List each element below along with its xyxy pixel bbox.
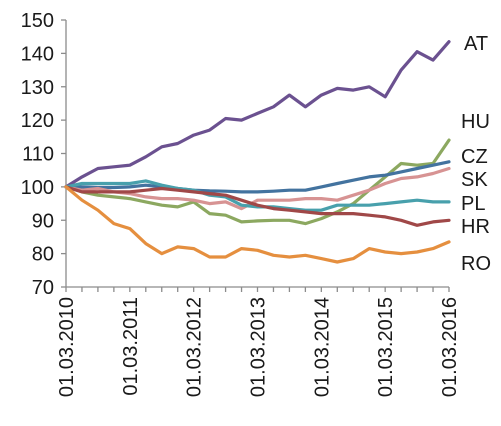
chart-series <box>64 40 451 264</box>
y-tick-label: 120 <box>21 110 54 132</box>
y-tick-label: 80 <box>32 244 54 266</box>
y-tick-label: 70 <box>32 277 54 299</box>
series-line-at <box>64 40 451 189</box>
y-tick-label: 110 <box>22 144 54 166</box>
y-tick-label: 140 <box>21 43 54 65</box>
x-tick-label: 01.03.2012 <box>184 297 206 397</box>
x-tick-label: 01.03.2016 <box>439 297 461 397</box>
y-tick-label: 100 <box>21 177 54 199</box>
series-label-hr: HR <box>461 216 490 238</box>
x-tick-label: 01.03.2010 <box>56 297 78 397</box>
x-tick-label: 01.03.2013 <box>248 297 270 397</box>
x-tick-label: 01.03.2014 <box>311 297 333 397</box>
series-label-ro: RO <box>461 253 491 275</box>
series-line-hu <box>64 138 451 226</box>
chart-axes: 70 80 90 100 110 120 130 140 150 01.03.2010 01.03.… <box>21 10 461 397</box>
series-label-sk: SK <box>461 169 488 191</box>
series-label-cz: CZ <box>461 146 488 168</box>
x-tick-label: 01.03.2015 <box>375 297 397 397</box>
y-tick-label: 90 <box>32 210 54 232</box>
y-tick-label: 150 <box>21 10 54 32</box>
series-line-sk <box>64 166 451 211</box>
series-line-cz <box>64 160 451 194</box>
series-label-hu: HU <box>461 111 490 133</box>
series-line-pl <box>64 179 451 212</box>
x-tick-label: 01.03.2011 <box>120 297 142 396</box>
series-line-hr <box>64 185 451 227</box>
series-label-pl: PL <box>461 193 485 215</box>
series-label-at: AT <box>464 33 488 55</box>
series-line-ro <box>64 185 451 264</box>
y-tick-label: 130 <box>21 77 54 99</box>
